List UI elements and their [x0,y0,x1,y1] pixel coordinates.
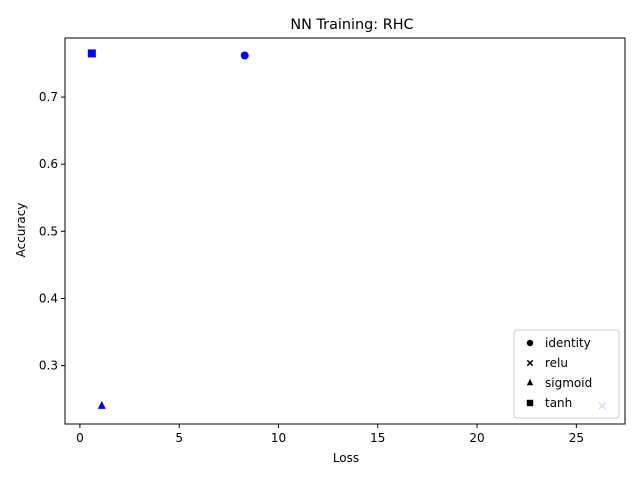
y-tick-label: 0.3 [39,359,58,373]
x-tick-label: 25 [569,431,584,445]
x-axis-label: Loss [333,451,359,465]
y-tick-label: 0.5 [39,224,58,238]
legend-marker-identity [526,339,534,347]
data-point-sigmoid [97,400,106,409]
x-tick-label: 10 [271,431,286,445]
legend-label-identity: identity [545,336,591,350]
legend-label-tanh: tanh [545,396,572,410]
x-tick-label: 20 [469,431,484,445]
x-tick-label: 15 [370,431,385,445]
legend: identity relu sigmoid tanh [513,329,620,419]
plot-area: 0 5 10 15 20 25 0.3 0.4 0.5 0.6 0.7 [39,37,626,445]
y-tick-label: 0.4 [39,291,58,305]
legend-label-relu: relu [545,356,568,370]
data-point-tanh [87,49,96,58]
legend-box [513,329,620,419]
x-tick-label: 5 [175,431,183,445]
legend-marker-sigmoid [526,378,534,386]
legend-marker-relu-stroke [526,359,534,367]
y-axis-label: Accuracy [14,203,28,258]
legend-marker-tanh [526,399,534,407]
legend-label-sigmoid: sigmoid [545,376,592,390]
chart-title: NN Training: RHC [290,17,413,33]
x-tick-label: 0 [76,431,84,445]
y-tick-label: 0.7 [39,90,58,104]
legend-marker-relu [526,359,534,367]
data-point-identity [240,51,249,60]
y-tick-label: 0.6 [39,157,58,171]
